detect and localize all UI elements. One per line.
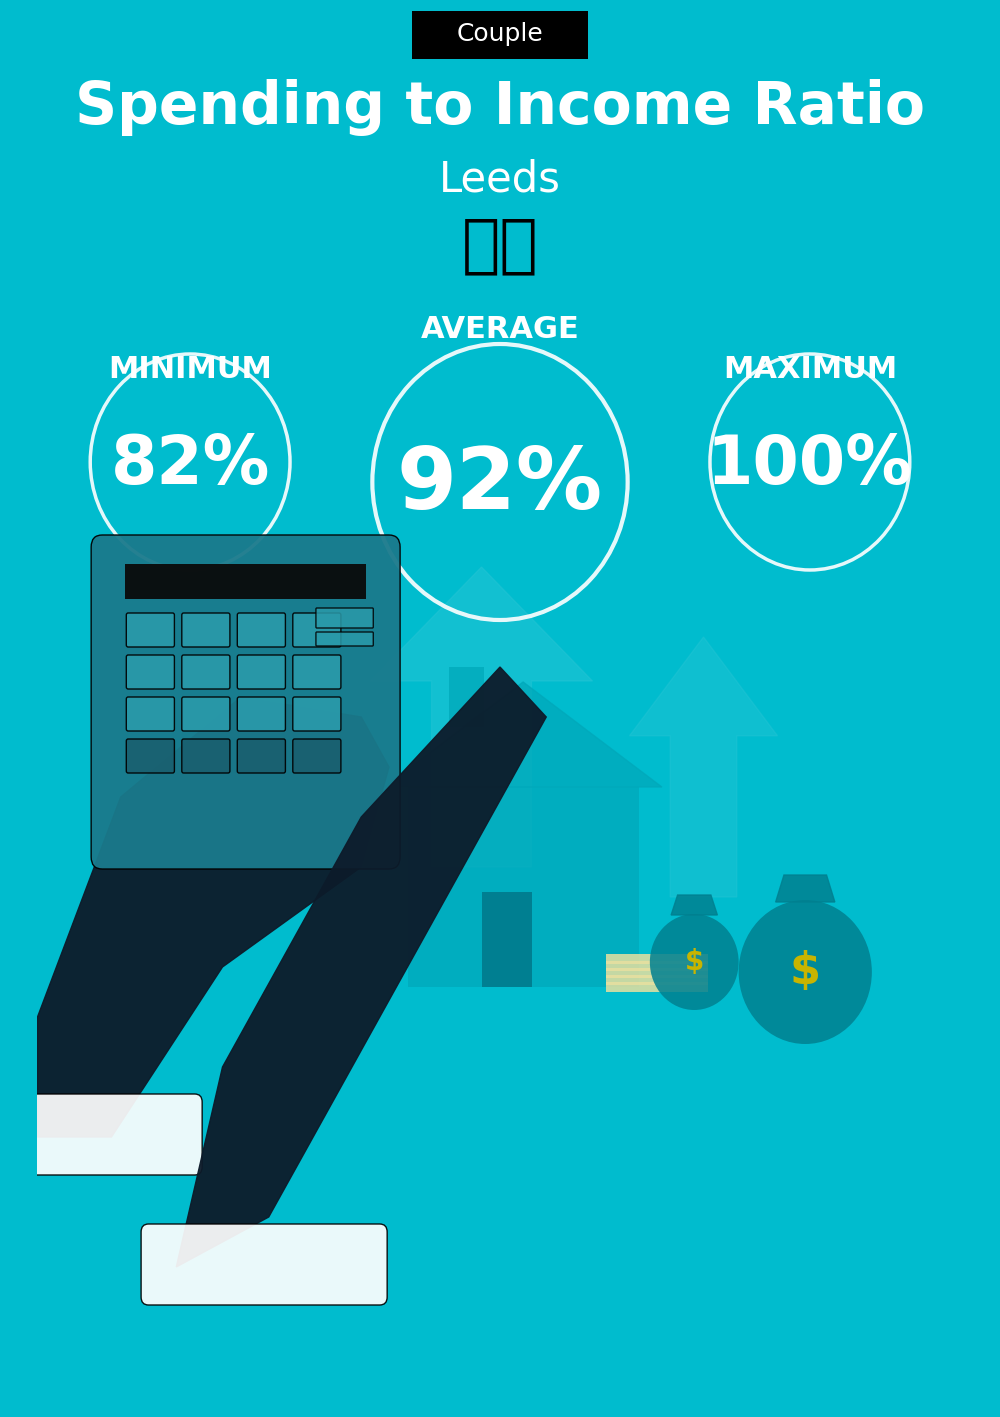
FancyBboxPatch shape [237,655,285,689]
Bar [125,564,366,599]
Polygon shape [630,638,778,897]
FancyBboxPatch shape [126,614,174,648]
Bar [606,954,708,964]
Bar [449,667,484,727]
FancyBboxPatch shape [126,697,174,731]
Bar [606,968,708,978]
FancyBboxPatch shape [126,655,174,689]
Polygon shape [176,667,546,1267]
FancyBboxPatch shape [293,697,341,731]
Polygon shape [370,567,592,867]
Text: Couple: Couple [457,23,543,45]
FancyBboxPatch shape [182,655,230,689]
FancyBboxPatch shape [293,614,341,648]
Text: Leeds: Leeds [439,159,561,200]
Bar [482,891,532,988]
Text: 🇬🇧: 🇬🇧 [462,214,538,276]
Text: 82%: 82% [110,432,270,497]
FancyBboxPatch shape [126,740,174,774]
Bar [606,975,708,985]
Text: MINIMUM: MINIMUM [108,354,272,384]
Bar [606,982,708,992]
FancyBboxPatch shape [293,655,341,689]
Polygon shape [37,697,389,1136]
Circle shape [650,914,739,1010]
Polygon shape [671,896,717,915]
FancyBboxPatch shape [141,1224,387,1305]
FancyBboxPatch shape [316,608,373,628]
Text: AVERAGE: AVERAGE [421,315,579,343]
FancyBboxPatch shape [412,11,588,60]
Text: MAXIMUM: MAXIMUM [723,354,897,384]
FancyBboxPatch shape [293,740,341,774]
FancyBboxPatch shape [237,740,285,774]
FancyBboxPatch shape [182,697,230,731]
FancyBboxPatch shape [91,536,400,869]
Polygon shape [776,876,835,903]
Bar [408,786,639,988]
FancyBboxPatch shape [21,1094,202,1175]
FancyBboxPatch shape [237,614,285,648]
Text: $: $ [685,948,704,976]
FancyBboxPatch shape [316,632,373,646]
FancyBboxPatch shape [237,697,285,731]
Bar [606,961,708,971]
Text: $: $ [790,951,821,993]
FancyBboxPatch shape [182,614,230,648]
Text: 100%: 100% [707,432,913,497]
Text: Spending to Income Ratio: Spending to Income Ratio [75,78,925,136]
Circle shape [739,900,872,1044]
Polygon shape [384,682,662,786]
FancyBboxPatch shape [182,740,230,774]
Text: 92%: 92% [397,444,603,527]
